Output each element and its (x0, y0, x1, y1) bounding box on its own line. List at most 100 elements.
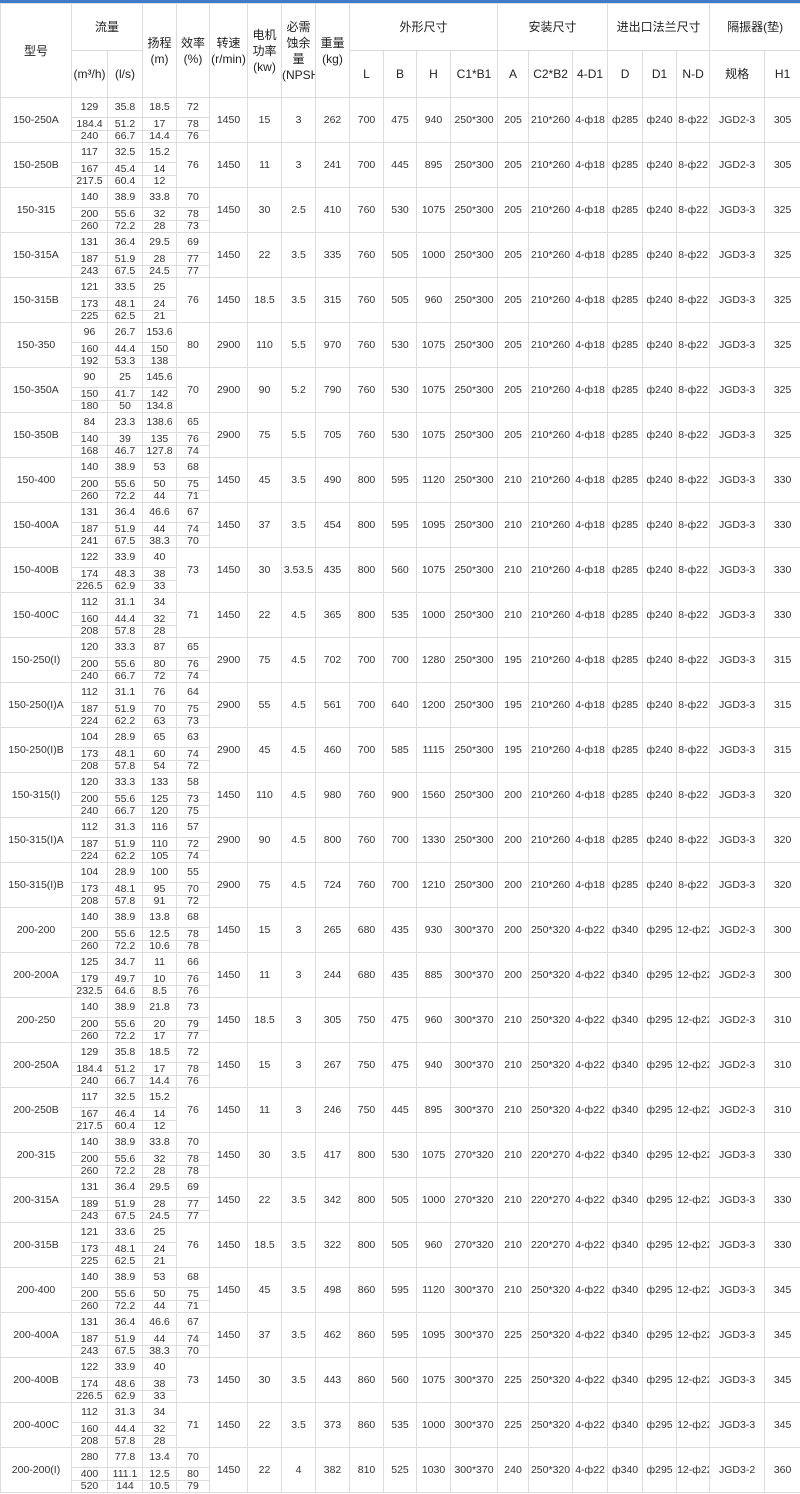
table-row: 200-400C 112 31.3 34 71 1450 22 3.5 373 860 535 100… (0, 1402, 800, 1448)
weight-cell: 462 (315, 1312, 351, 1358)
col-efficiency: 效率(%) (176, 3, 211, 98)
speed-cell: 2900 (209, 862, 249, 908)
model-cell: 150-250A (0, 97, 72, 143)
head-cell: 25 (142, 1222, 178, 1243)
table-row: 150-315 140 38.9 33.8 70 1450 30 2.5 410 760 530 10… (0, 187, 800, 233)
flow-ls-cell: 36.4 (106, 1177, 144, 1198)
d1-cell: ф240 (642, 547, 678, 593)
head-cell: 76 (142, 682, 178, 703)
flow-ls-cell: 55.6 (106, 1287, 144, 1301)
efficiency-cell: 73 (176, 997, 211, 1018)
n-d-cell: 12-ф22 (676, 1402, 711, 1448)
speed-cell: 2900 (209, 682, 249, 728)
flow-m3h-cell: 129 (71, 1042, 108, 1063)
d-cell: ф285 (607, 412, 644, 458)
n-d-cell: 12-ф22 (676, 907, 711, 953)
npsh-cell: 3 (281, 142, 317, 188)
head-cell: 44 (142, 490, 178, 503)
isolator-spec-cell: JGD2-3 (709, 142, 766, 188)
l-cell: 760 (349, 817, 385, 863)
npsh-cell: 3.5 (281, 457, 317, 503)
table-row: 184.4 51.2 17 78 (1, 1062, 800, 1076)
b-cell: 505 (383, 277, 418, 323)
flow-ls-cell: 50 (106, 400, 144, 413)
c2b2-cell: 220*270 (528, 1132, 574, 1178)
table-row: 200-400A 131 36.4 46.6 67 1450 37 3.5 462 860 595 1… (0, 1312, 800, 1358)
h1-cell: 320 (764, 772, 800, 818)
flow-ls-cell: 48.1 (106, 882, 144, 896)
d-cell: ф340 (607, 1087, 644, 1133)
efficiency-cell: 63 (176, 727, 211, 748)
head-cell: 24 (142, 1242, 178, 1256)
4-d1-cell: 4-ф18 (572, 682, 609, 728)
head-cell: 10.5 (142, 1480, 178, 1493)
flow-m3h-cell: 168 (71, 445, 108, 458)
b-cell: 700 (383, 637, 418, 683)
n-d-cell: 12-ф22 (676, 1312, 711, 1358)
d1-cell: ф295 (642, 1312, 678, 1358)
power-cell: 110 (247, 322, 283, 368)
c2b2-cell: 210*260 (528, 457, 574, 503)
isolator-spec-cell: JGD2-3 (709, 1042, 766, 1088)
efficiency-cell: 68 (176, 1267, 211, 1288)
npsh-cell: 4.5 (281, 592, 317, 638)
flow-m3h-cell: 96 (71, 322, 108, 343)
flow-ls-cell: 38.9 (106, 457, 144, 478)
c1b1-cell: 300*370 (450, 997, 499, 1043)
l-cell: 810 (349, 1447, 385, 1493)
flow-ls-cell: 55.6 (106, 1017, 144, 1031)
head-cell: 14 (142, 1107, 178, 1121)
model-cell: 150-350 (0, 322, 72, 368)
power-cell: 22 (247, 1402, 283, 1448)
h1-cell: 360 (764, 1447, 800, 1493)
table-row: 150-350A 90 25 145.6 70 2900 90 5.2 790 760 530 107… (0, 367, 800, 413)
table-row: 150-350 96 26.7 153.6 80 2900 110 5.5 970 760 530 1… (0, 322, 800, 368)
l-cell: 760 (349, 322, 385, 368)
flow-ls-cell: 55.6 (106, 207, 144, 221)
npsh-cell: 4.5 (281, 637, 317, 683)
col-weight: 重量(kg) (315, 3, 351, 98)
flow-ls-cell: 51.9 (106, 522, 144, 536)
n-d-cell: 8-ф22 (676, 457, 711, 503)
efficiency-cell: 76 (176, 1222, 211, 1268)
d1-cell: ф295 (642, 997, 678, 1043)
h-cell: 1075 (416, 1357, 452, 1403)
a-cell: 205 (497, 97, 530, 143)
h-cell: 1200 (416, 682, 452, 728)
isolator-spec-cell: JGD3-3 (709, 1222, 766, 1268)
isolator-spec-cell: JGD2-3 (709, 997, 766, 1043)
head-cell: 95 (142, 882, 178, 896)
flow-m3h-cell: 160 (71, 342, 108, 356)
h-cell: 1075 (416, 547, 452, 593)
table-row: 160 44.4 32 (1, 1422, 800, 1436)
model-cell: 150-250(I) (0, 637, 72, 683)
d-cell: ф285 (607, 682, 644, 728)
d1-cell: ф240 (642, 772, 678, 818)
flow-ls-cell: 72.2 (106, 1300, 144, 1313)
head-cell: 91 (142, 895, 178, 908)
head-cell: 20 (142, 1017, 178, 1031)
efficiency-cell: 78 (176, 1165, 211, 1178)
d-cell: ф285 (607, 322, 644, 368)
d-cell: ф340 (607, 1357, 644, 1403)
flow-m3h-cell: 280 (71, 1447, 108, 1468)
a-cell: 210 (497, 502, 530, 548)
d1-cell: ф240 (642, 817, 678, 863)
l-cell: 860 (349, 1312, 385, 1358)
flow-m3h-cell: 200 (71, 1152, 108, 1166)
speed-cell: 2900 (209, 817, 249, 863)
c1b1-cell: 250*300 (450, 412, 499, 458)
flow-m3h-cell: 112 (71, 592, 108, 613)
l-cell: 760 (349, 232, 385, 278)
4-d1-cell: 4-ф22 (572, 997, 609, 1043)
c1b1-cell: 250*300 (450, 817, 499, 863)
h-cell: 1000 (416, 1177, 452, 1223)
a-cell: 200 (497, 817, 530, 863)
l-cell: 760 (349, 277, 385, 323)
a-cell: 225 (497, 1357, 530, 1403)
flow-m3h-cell: 122 (71, 547, 108, 568)
speed-cell: 1450 (209, 1042, 249, 1088)
flow-m3h-cell: 260 (71, 490, 108, 503)
npsh-cell: 2.5 (281, 187, 317, 233)
d-cell: ф285 (607, 817, 644, 863)
